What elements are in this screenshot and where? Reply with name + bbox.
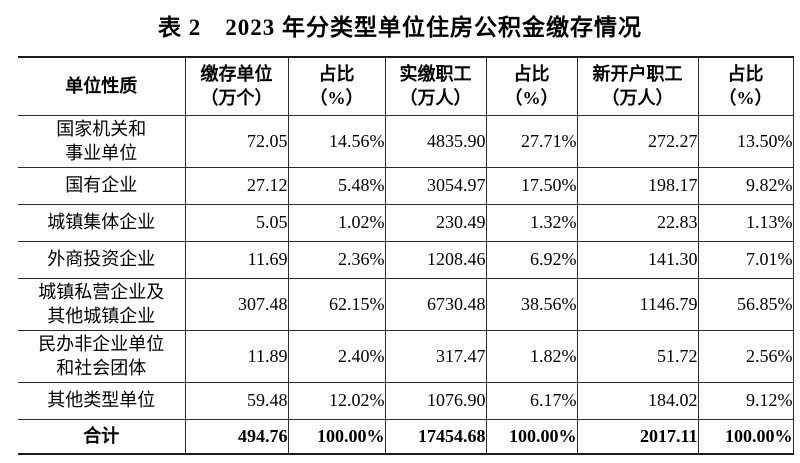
cell-value: 494.76 (185, 419, 289, 455)
cell-value: 100.00% (486, 419, 578, 455)
cell-value: 72.05 (185, 115, 289, 168)
row-label: 其他类型单位 (18, 382, 186, 420)
header-unit-type: 单位性质 (18, 57, 186, 116)
cell-value: 6730.48 (385, 278, 487, 331)
cell-value: 272.27 (577, 115, 699, 168)
row-label: 城镇私营企业及 其他城镇企业 (18, 278, 186, 331)
table-row: 其他类型单位 59.48 12.02% 1076.90 6.17% 184.02… (18, 382, 794, 420)
table-title: 表 2 2023 年分类型单位住房公积金缴存情况 (158, 15, 642, 40)
cell-value: 230.49 (385, 204, 487, 242)
cell-value: 17.50% (486, 167, 578, 205)
table-row: 城镇集体企业 5.05 1.02% 230.49 1.32% 22.83 1.1… (18, 204, 794, 242)
cell-value: 141.30 (577, 241, 699, 279)
cell-value: 198.17 (577, 167, 699, 205)
cell-value: 1146.79 (577, 278, 699, 331)
header-share-2: 占比 （%） (486, 57, 578, 116)
cell-value: 4835.90 (385, 115, 487, 168)
header-deposit-units: 缴存单位 （万个） (185, 57, 289, 116)
cell-value: 27.71% (486, 115, 578, 168)
table-row: 外商投资企业 11.69 2.36% 1208.46 6.92% 141.30 … (18, 241, 794, 279)
row-label: 城镇集体企业 (18, 204, 186, 242)
cell-value: 2.40% (288, 330, 386, 383)
cell-value: 11.89 (185, 330, 289, 383)
header-new-account-employees: 新开户职工 （万人） (577, 57, 699, 116)
table-row: 民办非企业单位 和社会团体 11.89 2.40% 317.47 1.82% 5… (18, 330, 794, 383)
cell-value: 1208.46 (385, 241, 487, 279)
cell-value: 9.82% (698, 167, 794, 205)
cell-value: 6.17% (486, 382, 578, 420)
cell-value: 1.13% (698, 204, 794, 242)
cell-value: 5.05 (185, 204, 289, 242)
cell-value: 11.69 (185, 241, 289, 279)
cell-value: 22.83 (577, 204, 699, 242)
cell-value: 38.56% (486, 278, 578, 331)
row-label: 国有企业 (18, 167, 186, 205)
cell-value: 51.72 (577, 330, 699, 383)
row-label: 民办非企业单位 和社会团体 (18, 330, 186, 383)
table-row: 国家机关和 事业单位 72.05 14.56% 4835.90 27.71% 2… (18, 115, 794, 168)
cell-value: 2017.11 (577, 419, 699, 455)
cell-value: 184.02 (577, 382, 699, 420)
cell-value: 59.48 (185, 382, 289, 420)
cell-value: 56.85% (698, 278, 794, 331)
cell-value: 317.47 (385, 330, 487, 383)
header-row: 单位性质 缴存单位 （万个） 占比 （%） 实缴职工 （万人） 占比 （%） 新… (18, 57, 794, 116)
cell-value: 100.00% (698, 419, 794, 455)
cell-value: 62.15% (288, 278, 386, 331)
cell-value: 13.50% (698, 115, 794, 168)
cell-value: 1076.90 (385, 382, 487, 420)
table-row: 国有企业 27.12 5.48% 3054.97 17.50% 198.17 9… (18, 167, 794, 205)
cell-value: 17454.68 (385, 419, 487, 455)
cell-value: 3054.97 (385, 167, 487, 205)
header-paying-employees: 实缴职工 （万人） (385, 57, 487, 116)
provident-fund-table: 单位性质 缴存单位 （万个） 占比 （%） 实缴职工 （万人） 占比 （%） 新… (18, 56, 794, 455)
total-label: 合计 (18, 419, 186, 455)
cell-value: 1.02% (288, 204, 386, 242)
cell-value: 307.48 (185, 278, 289, 331)
cell-value: 27.12 (185, 167, 289, 205)
cell-value: 1.32% (486, 204, 578, 242)
cell-value: 2.56% (698, 330, 794, 383)
cell-value: 14.56% (288, 115, 386, 168)
cell-value: 100.00% (288, 419, 386, 455)
row-label: 国家机关和 事业单位 (18, 115, 186, 168)
table-row: 城镇私营企业及 其他城镇企业 307.48 62.15% 6730.48 38.… (18, 278, 794, 331)
cell-value: 2.36% (288, 241, 386, 279)
cell-value: 5.48% (288, 167, 386, 205)
cell-value: 12.02% (288, 382, 386, 420)
cell-value: 9.12% (698, 382, 794, 420)
cell-value: 1.82% (486, 330, 578, 383)
cell-value: 7.01% (698, 241, 794, 279)
header-share-1: 占比 （%） (288, 57, 386, 116)
header-share-3: 占比 （%） (698, 57, 794, 116)
row-label: 外商投资企业 (18, 241, 186, 279)
cell-value: 6.92% (486, 241, 578, 279)
total-row: 合计 494.76 100.00% 17454.68 100.00% 2017.… (18, 419, 794, 455)
